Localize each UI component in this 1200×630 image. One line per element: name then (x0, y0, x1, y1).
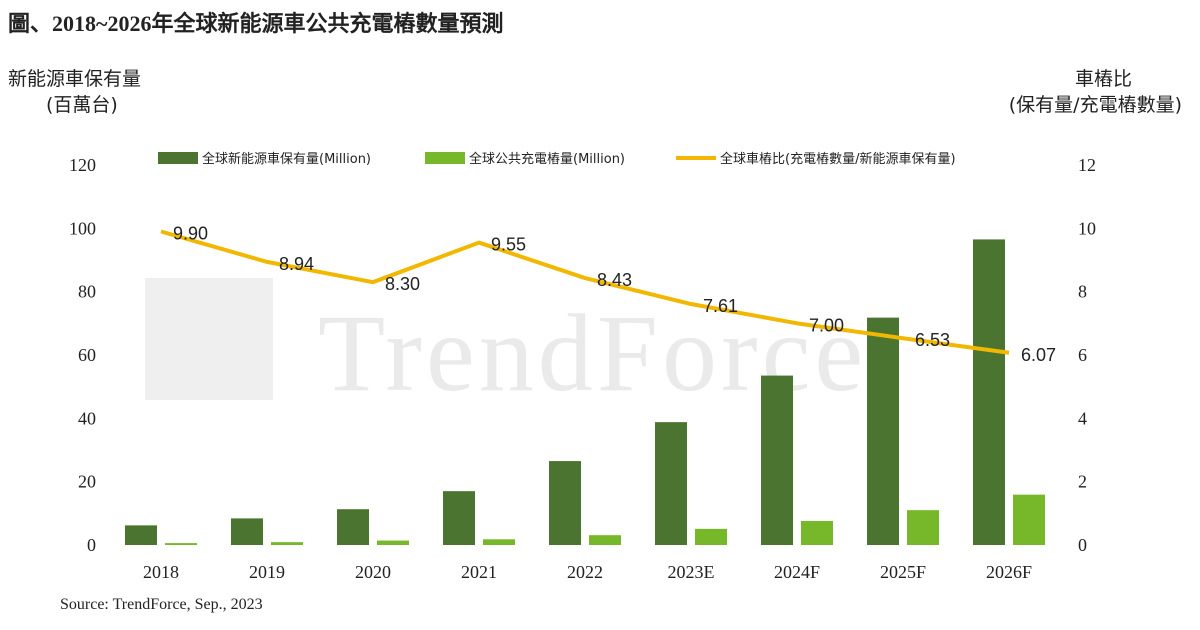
legend-label: 全球新能源車保有量(Million) (202, 151, 371, 167)
x-tick-label: 2018 (143, 562, 179, 582)
x-tick-label: 2025F (880, 562, 926, 582)
legend-label: 全球車樁比(充電樁數量/新能源車保有量) (720, 151, 956, 167)
x-tick-label: 2021 (461, 562, 497, 582)
ratio-data-label: 7.61 (703, 296, 738, 316)
bars (125, 239, 1045, 545)
ev-stock-bar (655, 422, 687, 545)
ratio-data-label: 8.30 (385, 274, 420, 294)
right-axis-title-line1: 車樁比 (1074, 68, 1132, 90)
public-charger-bar (271, 542, 303, 545)
right-tick-label: 12 (1078, 155, 1096, 175)
public-charger-bar (1013, 494, 1045, 545)
legend-swatch (158, 152, 198, 164)
ev-stock-bar (867, 317, 899, 545)
right-tick-label: 6 (1078, 345, 1087, 365)
left-axis-title-line2: (百萬台) (46, 94, 118, 116)
public-charger-bar (377, 540, 409, 545)
right-tick-label: 4 (1078, 408, 1087, 428)
x-tick-label: 2019 (249, 562, 285, 582)
x-axis-ticks: 2018 2019 2020 2021 2022 2023E 2024F 2025F 2026F (143, 562, 1032, 582)
watermark-logo (145, 278, 273, 400)
right-tick-label: 10 (1078, 218, 1096, 238)
ratio-line (160, 229, 1010, 355)
ev-stock-bar (443, 491, 475, 545)
source-note: Source: TrendForce, Sep., 2023 (60, 596, 263, 613)
public-charger-bar (165, 543, 197, 545)
right-axis-title-line2: (保有量/充電樁數量) (1008, 94, 1182, 116)
ratio-data-label: 9.90 (173, 224, 208, 244)
right-tick-label: 8 (1078, 282, 1087, 302)
ev-stock-bar (761, 375, 793, 545)
ev-stock-bar (231, 518, 263, 545)
ratio-data-label: 6.53 (915, 330, 950, 350)
ev-stock-bar (125, 525, 157, 545)
public-charger-bar (695, 528, 727, 545)
left-axis-title: 新能源車保有量 (百萬台) (8, 66, 141, 118)
ratio-data-label: 8.94 (279, 254, 314, 274)
x-tick-label: 2020 (355, 562, 391, 582)
public-charger-bar (907, 510, 939, 545)
left-tick-label: 120 (69, 155, 96, 175)
right-axis-title: 車樁比 (保有量/充電樁數量) (1009, 66, 1182, 118)
public-charger-bar (589, 535, 621, 545)
public-charger-bar (483, 539, 515, 545)
ev-stock-bar (337, 509, 369, 545)
ratio-data-label: 9.55 (491, 235, 526, 255)
left-axis-title-line1: 新能源車保有量 (8, 68, 142, 90)
left-tick-label: 100 (69, 218, 96, 238)
x-tick-label: 2022 (567, 562, 603, 582)
ratio-data-label: 8.43 (597, 270, 632, 290)
legend: 全球新能源車保有量(Million) 全球公共充電樁量(Million) 全球車樁比… (158, 151, 956, 167)
ratio-line-group: 9.90 8.94 8.30 9.55 8.43 7.61 7.00 6.53 6.07 (160, 224, 1056, 365)
public-charger-bar (801, 520, 833, 545)
left-tick-label: 60 (78, 345, 96, 365)
x-tick-label: 2023E (668, 562, 715, 582)
legend-label: 全球公共充電樁量(Million) (469, 151, 625, 167)
legend-swatch (425, 152, 465, 164)
left-tick-label: 40 (78, 408, 96, 428)
right-axis-ticks: 0 2 4 6 8 10 12 (1078, 155, 1096, 555)
left-tick-label: 0 (87, 535, 96, 555)
left-tick-label: 80 (78, 282, 96, 302)
right-tick-label: 0 (1078, 535, 1087, 555)
ratio-data-label: 6.07 (1021, 345, 1056, 365)
ratio-data-label: 7.00 (809, 315, 844, 335)
left-axis-ticks: 0 20 40 60 80 100 120 (69, 155, 96, 555)
right-tick-label: 2 (1078, 472, 1087, 492)
ev-stock-bar (549, 461, 581, 545)
watermark: TrendForce (145, 278, 863, 414)
x-tick-label: 2026F (986, 562, 1032, 582)
ev-stock-bar (973, 239, 1005, 545)
chart-title: 圖、2018~2026年全球新能源車公共充電樁數量預測 (8, 11, 504, 36)
x-tick-label: 2024F (774, 562, 820, 582)
left-tick-label: 20 (78, 472, 96, 492)
